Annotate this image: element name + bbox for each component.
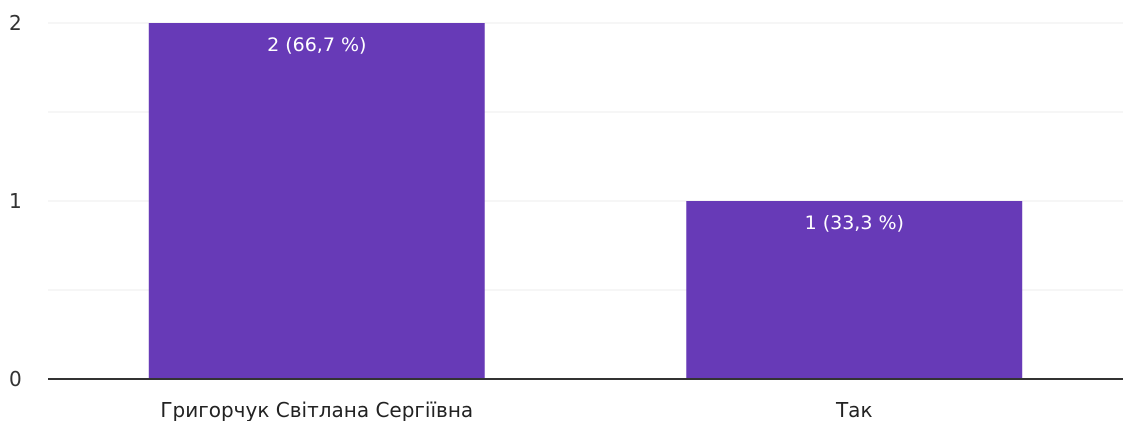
y-tick-label: 2 (9, 11, 22, 35)
bar (148, 23, 485, 379)
x-category-label: Так (835, 398, 873, 421)
labels: 0 1 2 2 (66,7 %) Григорчук Світлана Сергіївн… (9, 11, 904, 421)
bar-data-label: 1 (33,3 %) (805, 212, 904, 234)
y-tick-label: 0 (9, 367, 22, 391)
y-tick-label: 1 (9, 189, 22, 213)
bar (686, 201, 1023, 379)
x-category-label: Григорчук Світлана Сергіївна (160, 398, 473, 421)
bars (148, 23, 1023, 379)
bar-data-label: 2 (66,7 %) (267, 34, 366, 56)
